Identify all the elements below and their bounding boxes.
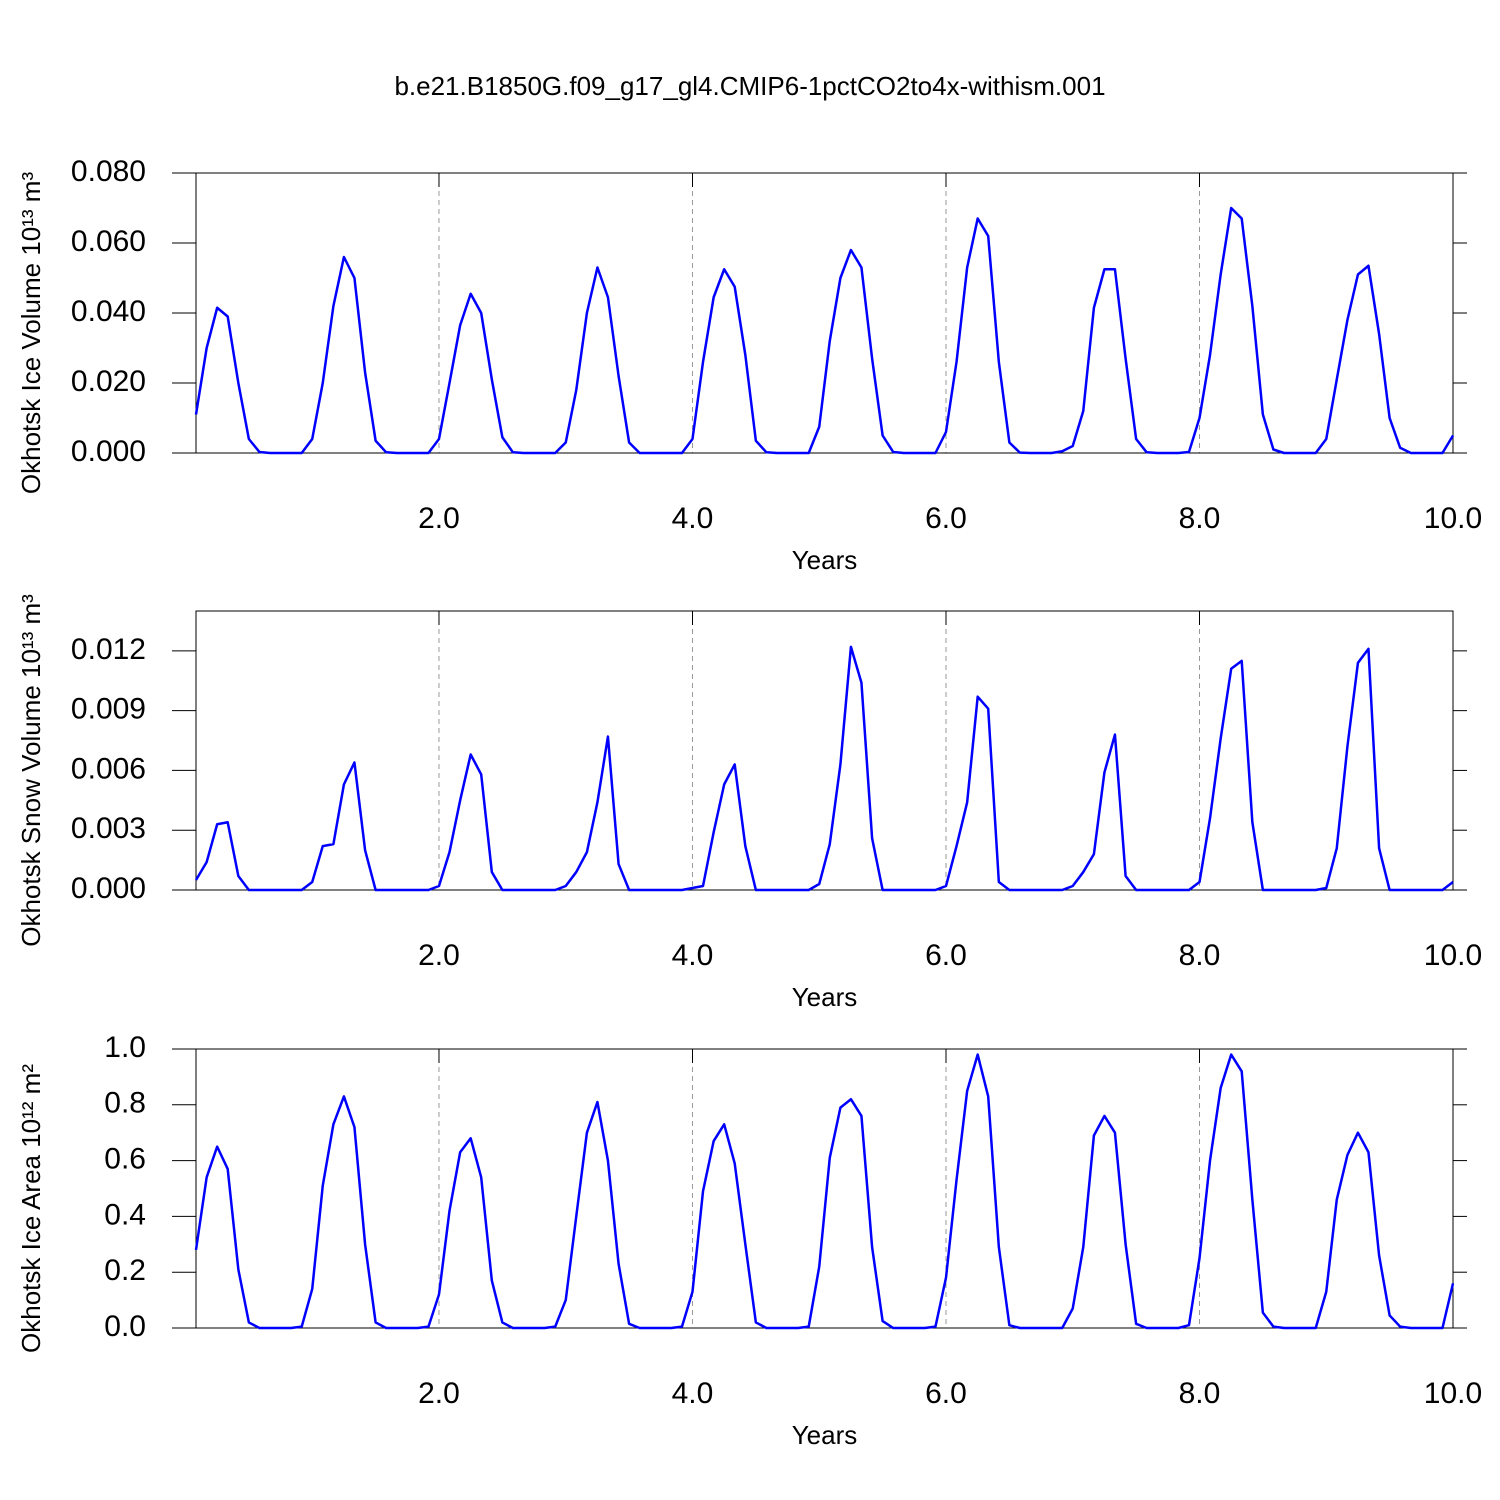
y-tick-label: 0.6	[104, 1143, 146, 1176]
x-tick-label: 2.0	[418, 939, 460, 972]
x-tick-label: 2.0	[418, 1377, 460, 1410]
data-line	[194, 206, 1455, 455]
x-tick-label: 4.0	[672, 502, 714, 535]
y-tick-label: 0.040	[71, 295, 146, 328]
y-tick-label: 0.006	[71, 752, 146, 785]
plot-frame	[195, 172, 1454, 454]
y-tick-label: 0.000	[71, 872, 146, 905]
y-tick-label: 0.0	[104, 1310, 146, 1343]
x-tick-label: 4.0	[672, 939, 714, 972]
y-axis-label: Okhotsk Ice Area 10¹² m²	[16, 1064, 46, 1353]
y-tick-label: 0.8	[104, 1087, 146, 1120]
y-tick-label: 0.009	[71, 693, 146, 726]
figure-title: b.e21.B1850G.f09_g17_gl4.CMIP6-1pctCO2to…	[394, 71, 1105, 101]
x-tick-label: 8.0	[1179, 1377, 1221, 1410]
y-tick-label: 0.2	[104, 1254, 146, 1287]
x-tick-label: 6.0	[925, 939, 967, 972]
y-tick-label: 0.080	[71, 155, 146, 188]
y-axis-label: Okhotsk Snow Volume 10¹³ m³	[16, 594, 46, 947]
y-tick-label: 0.012	[71, 633, 146, 666]
x-tick-label: 6.0	[925, 1377, 967, 1410]
y-tick-label: 0.003	[71, 812, 146, 845]
plot-frame	[195, 1048, 1454, 1329]
x-tick-label: 10.0	[1424, 939, 1482, 972]
data-line	[194, 645, 1454, 892]
data-line	[194, 1053, 1455, 1330]
y-axis-label: Okhotsk Ice Volume 10¹³ m³	[16, 172, 46, 495]
y-tick-label: 0.000	[71, 435, 146, 468]
x-axis-label: Years	[792, 1420, 858, 1450]
y-tick-label: 0.4	[104, 1198, 146, 1231]
x-tick-label: 8.0	[1179, 502, 1221, 535]
x-tick-label: 10.0	[1424, 1377, 1482, 1410]
x-tick-label: 2.0	[418, 502, 460, 535]
y-tick-label: 0.060	[71, 225, 146, 258]
x-tick-label: 8.0	[1179, 939, 1221, 972]
x-tick-label: 10.0	[1424, 502, 1482, 535]
x-tick-label: 4.0	[672, 1377, 714, 1410]
y-tick-label: 0.020	[71, 365, 146, 398]
x-tick-label: 6.0	[925, 502, 967, 535]
x-axis-label: Years	[792, 545, 858, 575]
plot-frame	[195, 610, 1454, 891]
y-tick-label: 1.0	[104, 1031, 146, 1064]
x-axis-label: Years	[792, 982, 858, 1012]
